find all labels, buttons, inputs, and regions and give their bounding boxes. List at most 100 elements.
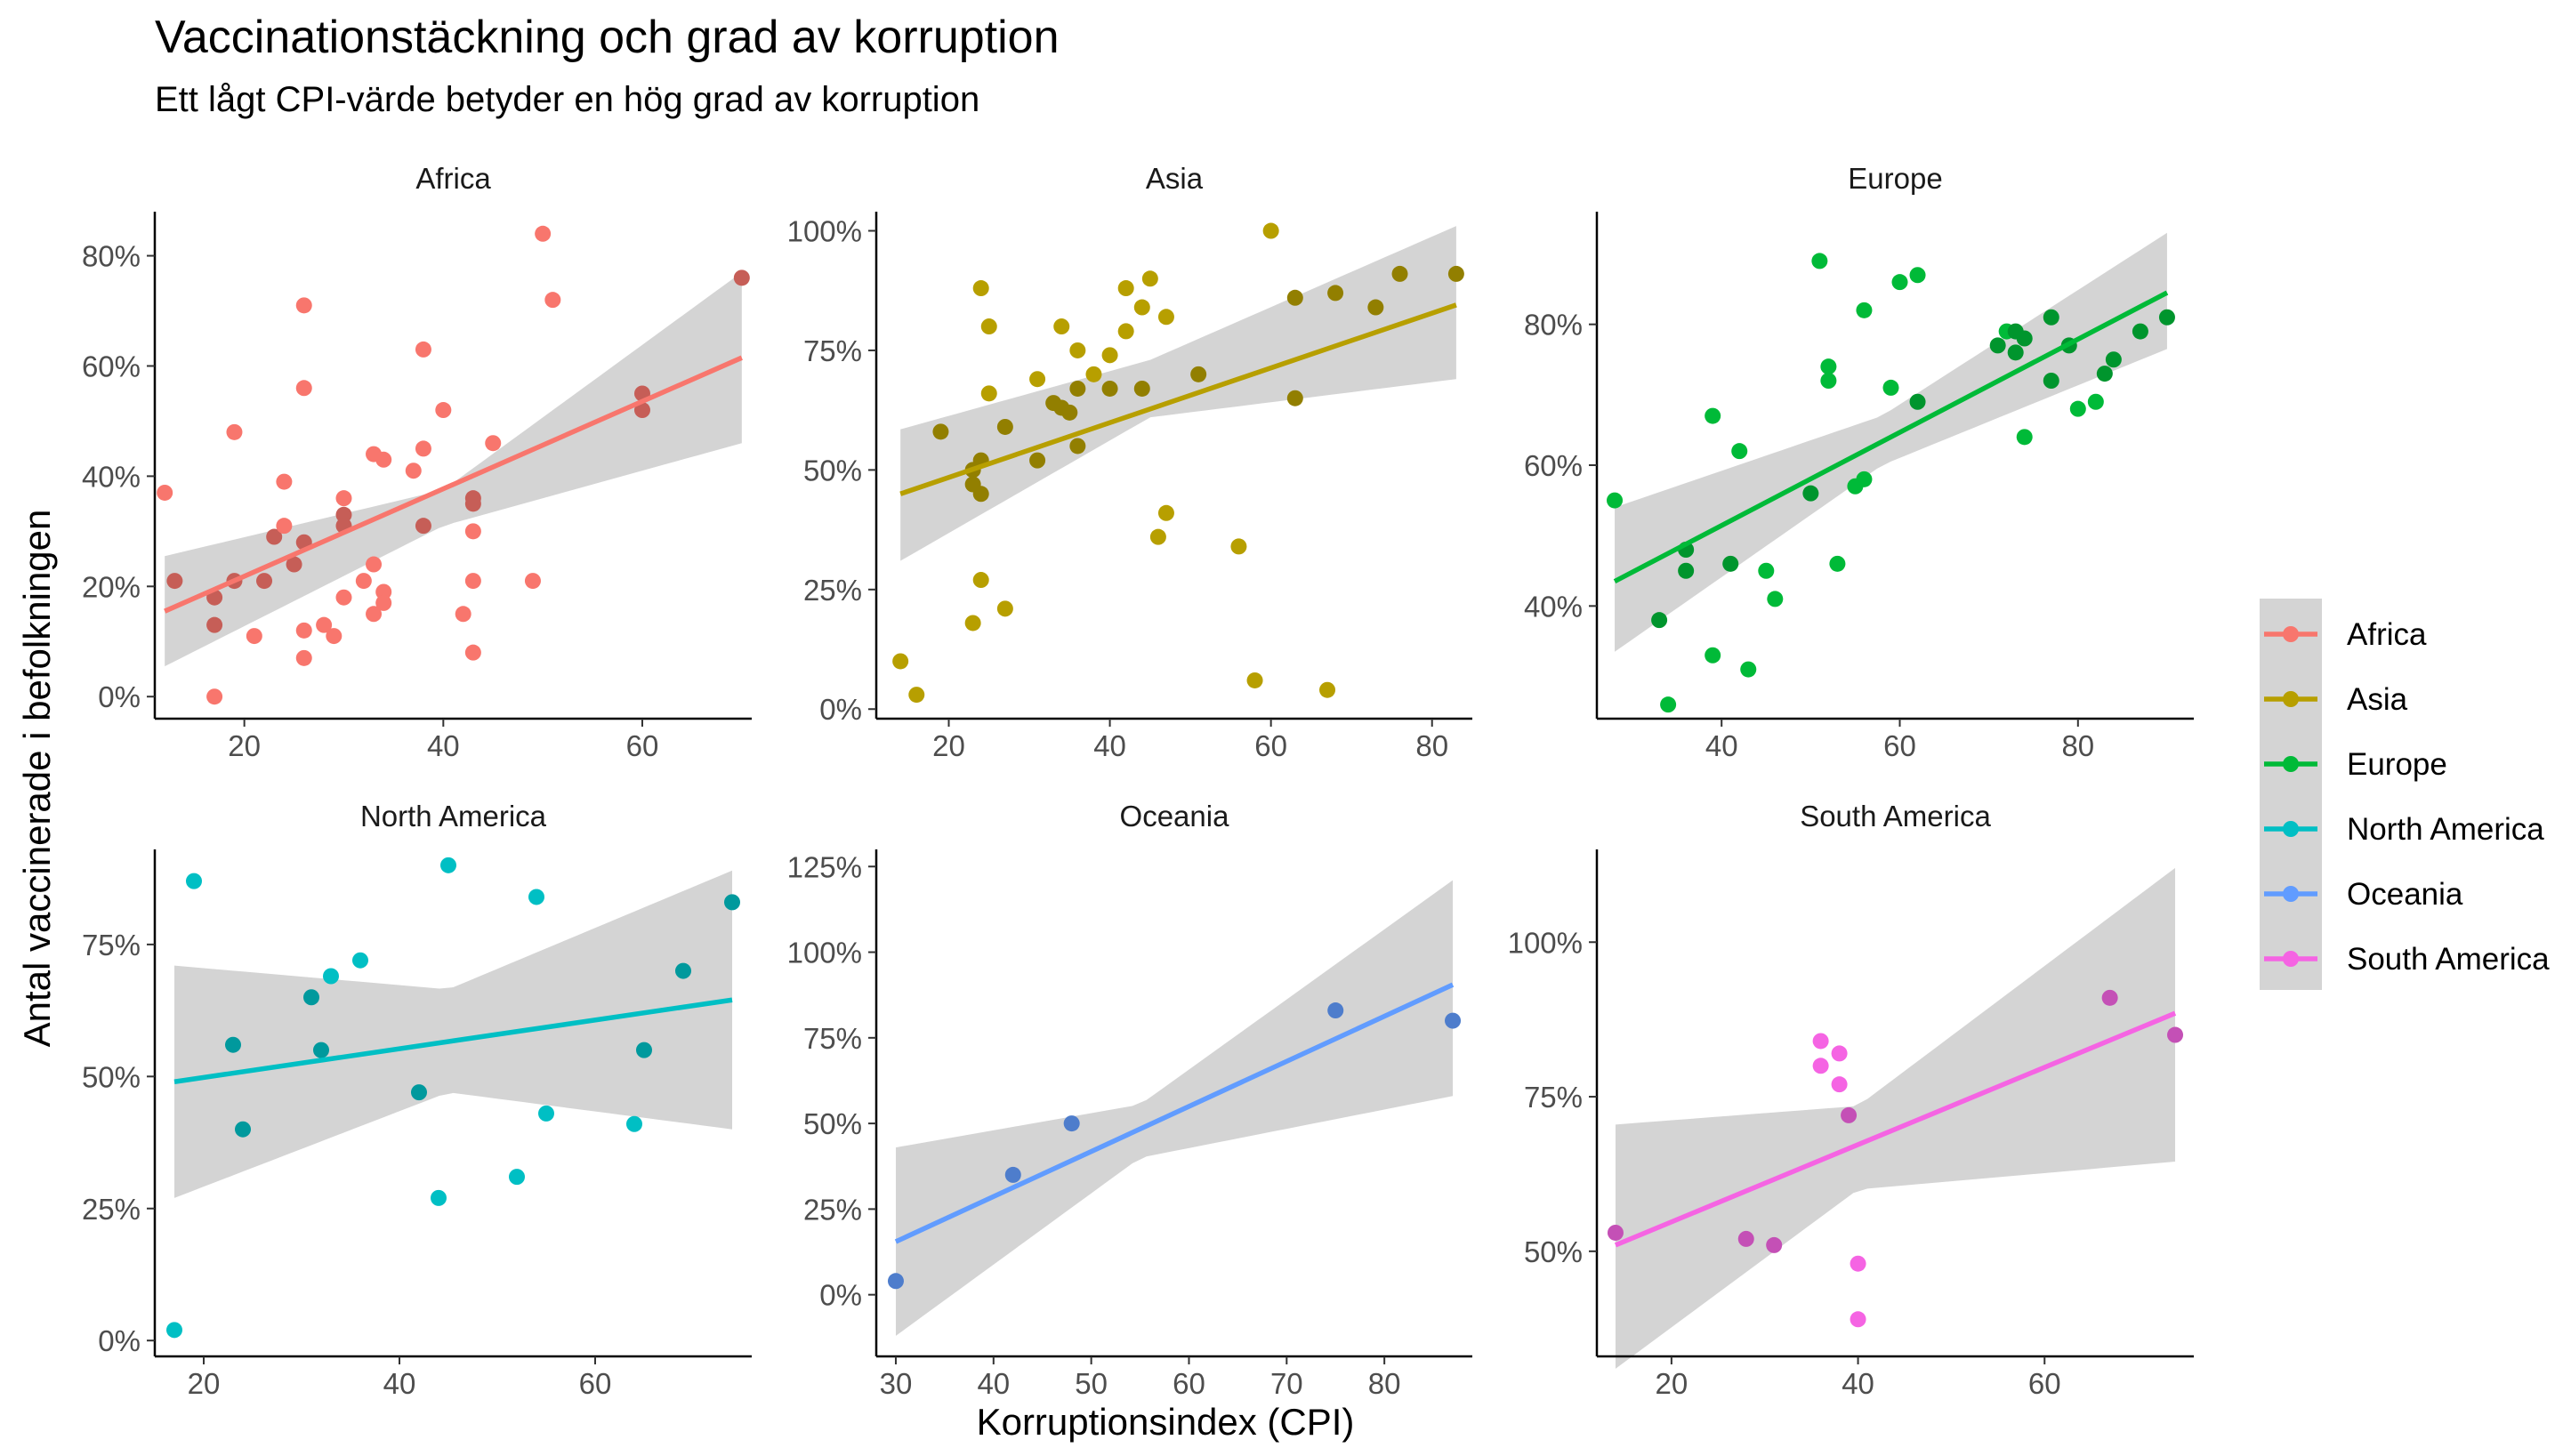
data-point	[1802, 485, 1819, 502]
data-point	[1133, 380, 1150, 397]
data-point	[2132, 323, 2148, 340]
data-point	[1831, 1076, 1848, 1093]
data-point	[2043, 309, 2059, 326]
data-point	[366, 606, 383, 623]
x-tick-label: 20	[932, 729, 965, 762]
regression-line-europe	[1613, 290, 2169, 584]
x-tick-label: 60	[2028, 1367, 2061, 1400]
x-tick-label: 70	[1270, 1367, 1303, 1400]
panel-title-south-america: South America	[1800, 800, 1991, 833]
data-point	[1651, 612, 1668, 629]
data-point	[2096, 366, 2113, 382]
x-tick-label: 20	[228, 729, 261, 762]
y-tick-label: 75%	[803, 334, 862, 367]
data-point	[1731, 443, 1748, 460]
data-point	[1246, 672, 1263, 688]
panel-asia: Asia 0% 25% 50% 75% 100% 20 40 60 80	[787, 162, 1472, 762]
data-point	[2007, 344, 2024, 361]
y-tick-label: 40%	[82, 460, 141, 493]
y-tick-label: 20%	[82, 570, 141, 603]
data-point	[1891, 274, 1908, 291]
data-point	[2101, 989, 2118, 1006]
data-point	[206, 616, 223, 633]
data-point	[1882, 379, 1899, 396]
x-tick-label: 20	[1656, 1367, 1688, 1400]
data-point	[415, 518, 431, 535]
y-tick-label: 80%	[82, 240, 141, 273]
data-point	[440, 857, 456, 873]
data-point	[1101, 380, 1118, 397]
data-point	[1053, 318, 1070, 335]
data-point	[1069, 438, 1086, 454]
y-tick-label: 60%	[82, 350, 141, 382]
legend-key-point-north-america	[2283, 821, 2299, 837]
data-point	[316, 616, 333, 633]
data-point	[932, 423, 949, 440]
data-point	[256, 573, 273, 590]
data-point	[1841, 1106, 1858, 1123]
y-tick-label: 60%	[1524, 449, 1583, 482]
data-point	[366, 556, 383, 573]
data-point	[996, 418, 1013, 435]
y-tick-label: 50%	[803, 1107, 862, 1140]
data-point	[464, 573, 481, 590]
data-point	[1909, 267, 1926, 284]
data-point	[1678, 562, 1695, 579]
y-tick-label: 25%	[803, 1193, 862, 1226]
data-point	[1230, 538, 1247, 555]
data-point	[724, 894, 740, 911]
x-axis-title: Korruptionsindex (CPI)	[977, 1401, 1355, 1443]
regression-line-north-america	[173, 997, 733, 1084]
data-point	[1157, 309, 1174, 326]
data-point	[335, 589, 352, 606]
data-point	[335, 490, 352, 507]
data-point	[626, 1115, 642, 1132]
data-point	[166, 1322, 182, 1339]
data-point	[1061, 404, 1078, 421]
data-point	[166, 573, 183, 590]
data-point	[375, 583, 392, 600]
y-tick-label: 25%	[803, 574, 862, 607]
x-tick-label: 80	[1368, 1367, 1401, 1400]
y-tick-label: 0%	[98, 1324, 141, 1357]
x-tick-label: 80	[2061, 729, 2094, 762]
legend-label-oceania: Oceania	[2347, 877, 2463, 912]
x-tick-label: 40	[977, 1367, 1010, 1400]
data-point	[1117, 280, 1134, 297]
data-point	[225, 1036, 241, 1053]
y-tick-label: 125%	[787, 850, 862, 883]
data-point	[2105, 351, 2122, 368]
data-point	[323, 968, 339, 985]
y-tick-label: 0%	[819, 1279, 862, 1312]
data-point	[1141, 270, 1158, 287]
data-point	[1327, 1002, 1344, 1019]
data-point	[1069, 380, 1086, 397]
data-point	[972, 280, 989, 297]
y-tick-label: 100%	[1508, 926, 1583, 959]
data-point	[1850, 1255, 1866, 1272]
data-point	[509, 1169, 525, 1186]
data-point	[335, 506, 352, 523]
data-point	[1029, 452, 1046, 469]
data-point	[1705, 407, 1721, 424]
y-tick-label: 50%	[82, 1060, 141, 1093]
data-point	[1101, 347, 1118, 364]
panel-europe: Europe 40% 60% 80% 40 60 80	[1524, 162, 2194, 762]
data-point	[1286, 390, 1303, 406]
panel-africa: Africa 0% 20% 40% 60% 80% 20 40 60	[82, 162, 752, 762]
x-tick-label: 30	[880, 1367, 913, 1400]
data-point	[1740, 661, 1757, 678]
panel-north-america: North America 0% 25% 50% 75% 20 40 60	[82, 800, 752, 1400]
data-point	[1367, 299, 1384, 316]
data-point	[1085, 366, 1102, 382]
data-point	[2069, 400, 2086, 417]
x-tick-label: 60	[1254, 729, 1287, 762]
panel-oceania: Oceania 0% 25% 50% 75% 100% 125% 30 40 50 60 70 80	[787, 800, 1472, 1400]
data-point	[295, 622, 312, 639]
data-point	[1856, 471, 1873, 487]
data-point	[1758, 562, 1775, 579]
data-point	[1004, 1166, 1021, 1183]
data-point	[908, 687, 925, 704]
data-point	[352, 952, 368, 969]
data-point	[415, 341, 431, 358]
